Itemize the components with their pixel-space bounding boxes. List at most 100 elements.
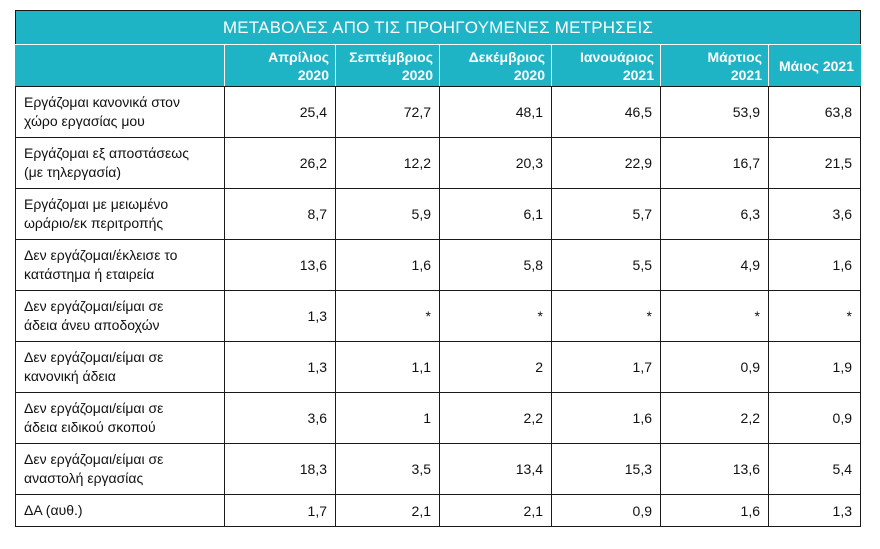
table-cell-value: 1,7 bbox=[551, 341, 661, 393]
table-cell-value: 21,5 bbox=[768, 137, 861, 189]
row-label: Εργάζομαι με μειωμένο ωράριο/εκ περιτροπή… bbox=[15, 188, 225, 240]
table-cell-value: 1,3 bbox=[224, 341, 336, 393]
column-header: Μάρτιος 2021 bbox=[660, 44, 769, 87]
column-header-line2: 2020 bbox=[401, 66, 433, 83]
table-cell-value: 5,4 bbox=[768, 443, 861, 495]
table-cell-value: 3,6 bbox=[768, 188, 861, 240]
table-row: ΔΑ (αυθ.) 1,7 2,1 2,1 0,9 1,6 1,3 bbox=[15, 494, 861, 527]
row-label: Δεν εργάζομαι/είμαι σε κανονική άδεια bbox=[15, 341, 225, 393]
table-row: Εργάζομαι κανονικά στον χώρο εργασίας μου… bbox=[15, 86, 861, 138]
table-cell-value: 13,6 bbox=[660, 443, 769, 495]
column-header-line1: Μάιος 2021 bbox=[778, 57, 854, 74]
row-label-line2: κανονική άδεια bbox=[24, 368, 116, 384]
row-label: Δεν εργάζομαι/είμαι σε άδεια άνευ αποδοχώ… bbox=[15, 290, 225, 342]
table-cell-value: 5,7 bbox=[551, 188, 661, 240]
table-row: Δεν εργάζομαι/είμαι σε κανονική άδεια 1,3 1… bbox=[15, 341, 861, 393]
row-label-line2: αναστολή εργασίας bbox=[24, 470, 144, 486]
header-corner-cell bbox=[15, 44, 225, 87]
column-header: Δεκέμβριος 2020 bbox=[439, 44, 552, 87]
row-label-line1: Εργάζομαι εξ αποστάσεως bbox=[24, 145, 189, 161]
table-cell-value: 1,6 bbox=[768, 239, 861, 291]
column-header: Ιανουάριος 2021 bbox=[551, 44, 661, 87]
table-cell-value: 1,7 bbox=[224, 494, 336, 527]
column-header-line2: 2020 bbox=[297, 66, 329, 83]
table-cell-value: 1,3 bbox=[768, 494, 861, 527]
row-label-line2: ωράριο/εκ περιτροπής bbox=[24, 215, 164, 231]
table-cell-value: 0,9 bbox=[660, 341, 769, 393]
row-label-line1: ΔΑ (αυθ.) bbox=[24, 502, 83, 518]
row-label: Εργάζομαι κανονικά στον χώρο εργασίας μου bbox=[15, 86, 225, 138]
row-label: Δεν εργάζομαι/έκλεισε το κατάστημα ή εται… bbox=[15, 239, 225, 291]
changes-table: ΜΕΤΑΒΟΛΕΣ ΑΠΟ ΤΙΣ ΠΡΟΗΓΟΥΜΕΝΕΣ ΜΕΤΡΗΣΕΙΣ… bbox=[15, 10, 861, 527]
column-header-line2: 2021 bbox=[622, 66, 654, 83]
row-label-line2: άδεια ειδικού σκοπού bbox=[24, 419, 156, 435]
table-cell-value: 2,2 bbox=[660, 392, 769, 444]
table-cell-value: 3,5 bbox=[335, 443, 440, 495]
table-cell-value: 2 bbox=[439, 341, 552, 393]
column-header: Απρίλιος 2020 bbox=[224, 44, 336, 87]
table-cell-value: 12,2 bbox=[335, 137, 440, 189]
table-cell-value: 6,1 bbox=[439, 188, 552, 240]
row-label-line1: Εργάζομαι κανονικά στον bbox=[24, 94, 180, 110]
table-cell-value: 18,3 bbox=[224, 443, 336, 495]
row-label-line1: Δεν εργάζομαι/έκλεισε το bbox=[24, 247, 178, 263]
table-cell-value: 5,5 bbox=[551, 239, 661, 291]
table-cell-value: * bbox=[768, 290, 861, 342]
table-cell-value: 1,1 bbox=[335, 341, 440, 393]
table-cell-value: 5,8 bbox=[439, 239, 552, 291]
column-header-line1: Μάρτιος bbox=[707, 48, 762, 65]
row-label-line2: άδεια άνευ αποδοχών bbox=[24, 317, 160, 333]
table-cell-value: 1,6 bbox=[551, 392, 661, 444]
table-cell-value: 25,4 bbox=[224, 86, 336, 138]
row-label-line2: (με τηλεργασία) bbox=[24, 164, 121, 180]
table-cell-value: 2,1 bbox=[335, 494, 440, 527]
column-header-line1: Απρίλιος bbox=[268, 48, 329, 65]
data-table-container: ΜΕΤΑΒΟΛΕΣ ΑΠΟ ΤΙΣ ΠΡΟΗΓΟΥΜΕΝΕΣ ΜΕΤΡΗΣΕΙΣ… bbox=[15, 10, 861, 527]
table-cell-value: 4,9 bbox=[660, 239, 769, 291]
table-row: Εργάζομαι με μειωμένο ωράριο/εκ περιτροπή… bbox=[15, 188, 861, 240]
column-header-line1: Σεπτέμβριος bbox=[349, 48, 433, 65]
column-header: Μάιος 2021 bbox=[768, 44, 861, 87]
column-header-line2: 2021 bbox=[730, 66, 762, 83]
table-row: Εργάζομαι εξ αποστάσεως (με τηλεργασία) 26… bbox=[15, 137, 861, 189]
table-cell-value: * bbox=[660, 290, 769, 342]
table-row: Δεν εργάζομαι/είμαι σε άδεια άνευ αποδοχώ… bbox=[15, 290, 861, 342]
table-cell-value: * bbox=[335, 290, 440, 342]
table-cell-value: 1,6 bbox=[335, 239, 440, 291]
row-label: Δεν εργάζομαι/είμαι σε άδεια ειδικού σκοπ… bbox=[15, 392, 225, 444]
table-cell-value: 0,9 bbox=[551, 494, 661, 527]
column-header-line1: Ιανουάριος bbox=[580, 48, 654, 65]
table-cell-value: 13,4 bbox=[439, 443, 552, 495]
table-cell-value: 8,7 bbox=[224, 188, 336, 240]
table-cell-value: 3,6 bbox=[224, 392, 336, 444]
table-cell-value: 26,2 bbox=[224, 137, 336, 189]
row-label: ΔΑ (αυθ.) bbox=[15, 494, 225, 527]
column-header-line1: Δεκέμβριος bbox=[468, 48, 545, 65]
table-cell-value: 2,2 bbox=[439, 392, 552, 444]
row-label-line1: Δεν εργάζομαι/είμαι σε bbox=[24, 400, 164, 416]
table-cell-value: 15,3 bbox=[551, 443, 661, 495]
column-header-line2: 2020 bbox=[513, 66, 545, 83]
table-title: ΜΕΤΑΒΟΛΕΣ ΑΠΟ ΤΙΣ ΠΡΟΗΓΟΥΜΕΝΕΣ ΜΕΤΡΗΣΕΙΣ bbox=[15, 10, 861, 45]
table-cell-value: 22,9 bbox=[551, 137, 661, 189]
table-row: Δεν εργάζομαι/έκλεισε το κατάστημα ή εται… bbox=[15, 239, 861, 291]
table-row: Δεν εργάζομαι/είμαι σε άδεια ειδικού σκοπ… bbox=[15, 392, 861, 444]
table-cell-value: 6,3 bbox=[660, 188, 769, 240]
row-label: Εργάζομαι εξ αποστάσεως (με τηλεργασία) bbox=[15, 137, 225, 189]
table-cell-value: 16,7 bbox=[660, 137, 769, 189]
table-cell-value: 1,6 bbox=[660, 494, 769, 527]
table-cell-value: 46,5 bbox=[551, 86, 661, 138]
row-label: Δεν εργάζομαι/είμαι σε αναστολή εργασίας bbox=[15, 443, 225, 495]
row-label-line1: Εργάζομαι με μειωμένο bbox=[24, 196, 169, 212]
table-cell-value: * bbox=[551, 290, 661, 342]
row-label-line1: Δεν εργάζομαι/είμαι σε bbox=[24, 298, 164, 314]
table-cell-value: 1,9 bbox=[768, 341, 861, 393]
table-cell-value: 5,9 bbox=[335, 188, 440, 240]
table-cell-value: 13,6 bbox=[224, 239, 336, 291]
table-row: Δεν εργάζομαι/είμαι σε αναστολή εργασίας 1… bbox=[15, 443, 861, 495]
table-cell-value: 63,8 bbox=[768, 86, 861, 138]
row-label-line1: Δεν εργάζομαι/είμαι σε bbox=[24, 451, 164, 467]
table-cell-value: 53,9 bbox=[660, 86, 769, 138]
column-header: Σεπτέμβριος 2020 bbox=[335, 44, 440, 87]
table-cell-value: 72,7 bbox=[335, 86, 440, 138]
